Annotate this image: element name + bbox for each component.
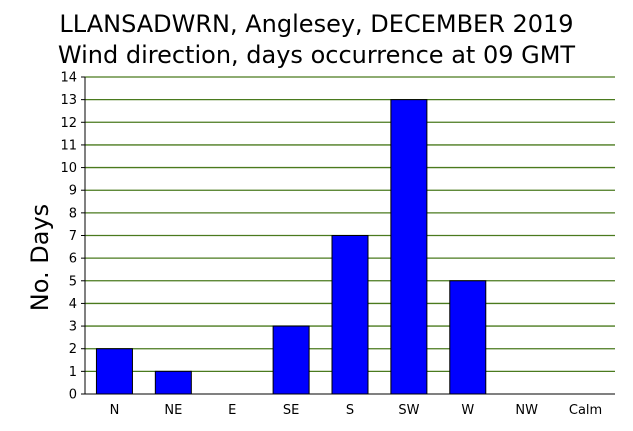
x-tick-label: SW (398, 403, 419, 418)
x-tick-label: NW (515, 403, 538, 418)
x-tick-label: SE (283, 403, 299, 418)
y-tick-label: 10 (60, 161, 77, 176)
y-tick-label: 8 (69, 206, 77, 221)
y-tick-label: 14 (60, 71, 77, 86)
x-tick-label: W (461, 403, 474, 418)
bar-ne (154, 370, 192, 395)
y-tick-label: 6 (69, 252, 77, 267)
y-tick-label: 13 (60, 93, 77, 108)
x-tick-label: NE (164, 403, 182, 418)
bar-se (272, 325, 310, 395)
y-tick-label: 3 (69, 320, 77, 335)
bar-sw (390, 99, 428, 395)
x-tick-label: N (110, 403, 120, 418)
bar-n (95, 348, 133, 395)
chart-title: LLANSADWRN, Anglesey, DECEMBER 2019 (59, 10, 574, 38)
y-tick-label: 11 (60, 138, 77, 153)
y-tick-label: 2 (69, 342, 77, 357)
y-tick-label: 12 (60, 116, 77, 131)
y-tick-label: 9 (69, 184, 77, 199)
bars (95, 99, 487, 395)
bar-s (331, 235, 369, 395)
y-axis-label: No. Days (26, 204, 54, 311)
y-tick-label: 1 (69, 365, 77, 380)
x-tick-labels: N NE E SE S SW W NW Calm (110, 403, 603, 418)
x-tick-label: E (228, 403, 236, 418)
y-tick-label: 0 (69, 388, 77, 403)
x-tick-label: S (346, 403, 354, 418)
y-tick-label: 5 (69, 274, 77, 289)
x-tick-label: Calm (569, 403, 602, 418)
axes (81, 76, 615, 395)
y-tick-label: 4 (69, 297, 77, 312)
bar-w (449, 280, 487, 395)
y-tick-label: 7 (69, 229, 77, 244)
chart-subtitle: Wind direction, days occurrence at 09 GM… (57, 41, 576, 69)
